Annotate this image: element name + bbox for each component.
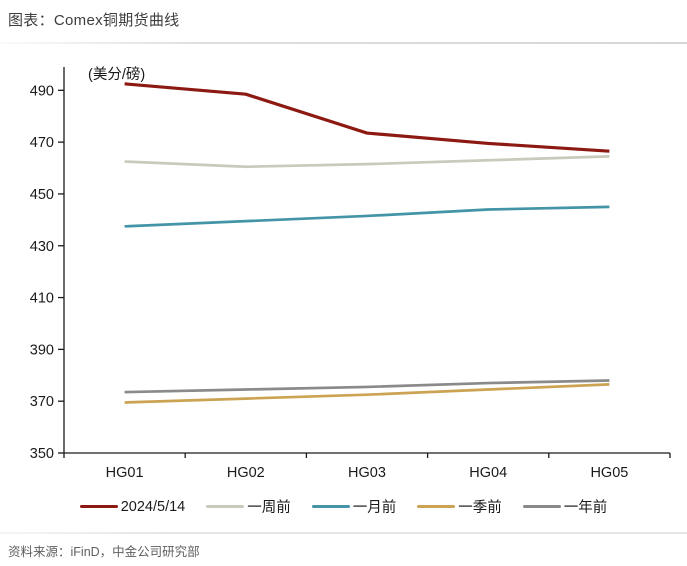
line-chart: 350 370 390 410 430 450 470 490 HG01 HG02 HG03 HG04… — [30, 66, 671, 481]
legend-label: 一月前 — [352, 500, 397, 516]
legend-item-1: 一周前 — [206, 496, 291, 517]
legend-item-2: 一月前 — [311, 496, 397, 517]
bottom-divider — [0, 532, 687, 534]
y-tick-label: 370 — [30, 394, 54, 410]
legend-swatch — [522, 504, 561, 509]
legend-swatch — [206, 504, 245, 509]
chart-title: 图表：Comex铜期货曲线 — [8, 12, 180, 29]
legend-item-3: 一季前 — [417, 496, 502, 517]
legend-swatch — [417, 504, 456, 509]
legend-swatch — [79, 504, 118, 509]
series-line-3 — [124, 383, 610, 404]
legend-label: 一季前 — [458, 500, 502, 516]
y-tick-label: 350 — [30, 446, 54, 462]
y-tick-label: 490 — [30, 83, 54, 99]
x-category-label: HG02 — [227, 465, 265, 481]
series-line-1 — [124, 155, 610, 169]
y-tick-label: 390 — [30, 342, 54, 358]
legend-item-0: 2024/5/14 — [79, 498, 186, 515]
series-line-4 — [124, 379, 610, 394]
y-tick-label: 410 — [30, 291, 54, 307]
x-category-label: HG03 — [348, 465, 386, 481]
x-category-label: HG04 — [469, 465, 507, 481]
y-axis-unit-label: (美分/磅) — [88, 66, 145, 83]
legend-item-4: 一年前 — [522, 496, 608, 517]
legend-label: 2024/5/14 — [120, 498, 186, 515]
legend-label: 一周前 — [247, 500, 291, 516]
x-category-label: HG05 — [590, 465, 628, 481]
chart-legend: 2024/5/14 一周前 一月前 一季前 一年前 — [0, 496, 687, 517]
y-tick-label: 470 — [30, 135, 54, 151]
top-divider — [0, 42, 687, 44]
legend-swatch — [311, 504, 350, 509]
y-tick-label: 430 — [30, 239, 54, 255]
y-tick-label: 450 — [30, 187, 54, 203]
legend-label: 一年前 — [563, 500, 608, 516]
source-note: 资料来源：iFinD，中金公司研究部 — [8, 545, 200, 559]
series-line-2 — [124, 205, 610, 228]
series-line-0 — [124, 82, 610, 153]
x-category-label: HG01 — [106, 465, 144, 481]
